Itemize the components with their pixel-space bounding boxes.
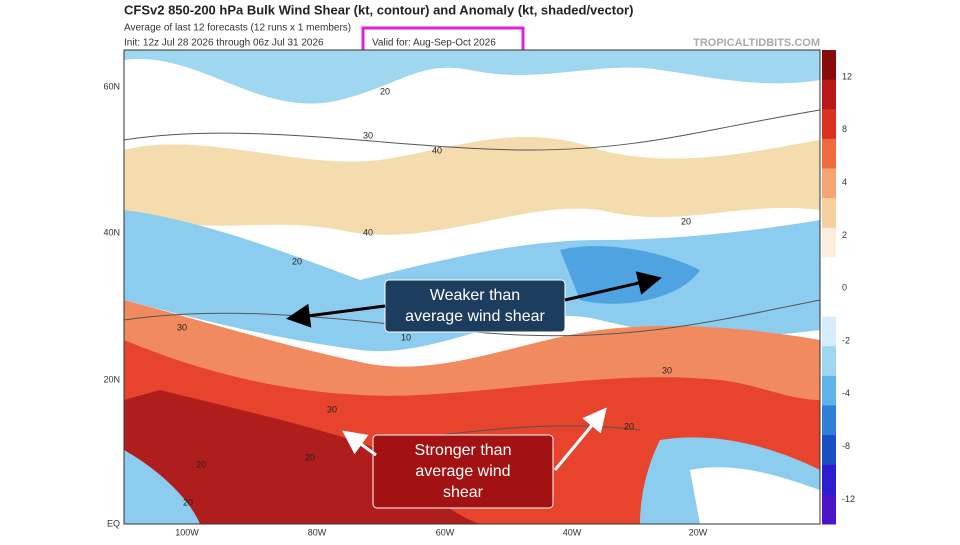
colorbar-label: -12	[842, 494, 855, 504]
lon-label: 100W	[175, 527, 199, 537]
lat-label: 60N	[103, 81, 120, 91]
colorbar-swatch	[822, 346, 836, 377]
contour-label: 30	[363, 130, 373, 140]
map	[124, 50, 820, 524]
arrow	[342, 430, 377, 457]
contour-label: 30	[327, 404, 337, 414]
subtitle: Average of last 12 forecasts (12 runs x …	[124, 23, 351, 34]
contour-label: 20	[305, 452, 315, 462]
lat-label: EQ	[107, 518, 120, 528]
colorbar-swatch	[822, 168, 836, 199]
colorbar-swatch	[822, 109, 836, 140]
colorbar-swatch	[822, 405, 836, 436]
colorbar-swatch	[822, 435, 836, 466]
contour-label: 20	[380, 86, 390, 96]
contour-label: 20	[196, 459, 206, 469]
contour-label: 20	[681, 216, 691, 226]
map-frame	[123, 49, 821, 525]
colorbar-swatch	[822, 464, 836, 495]
source: TROPICALTIDBITS.COM	[693, 37, 820, 49]
lat-label: 40N	[103, 227, 120, 237]
contour-label: 40	[432, 145, 442, 155]
lat-label: 20N	[103, 374, 120, 384]
annotation-text: average wind	[415, 463, 510, 480]
colorbar-label: 4	[842, 177, 847, 187]
colorbar-swatch	[822, 79, 836, 110]
arrow	[564, 271, 662, 302]
lon-label: 40W	[563, 527, 582, 537]
contour-label: 40	[363, 227, 373, 237]
contour-label: 30	[177, 322, 187, 332]
lon-label: 20W	[689, 527, 708, 537]
colorbar-swatch	[822, 375, 836, 406]
contour-label: 30	[662, 365, 672, 375]
init: Init: 12z Jul 28 2026 through 06z Jul 31…	[124, 38, 324, 49]
colorbar-swatch	[822, 50, 836, 81]
colorbar-swatch	[822, 287, 836, 318]
arrow	[553, 407, 607, 471]
colorbar-swatch	[822, 316, 836, 347]
colorbar-label: -2	[842, 335, 850, 345]
contour-label: 10	[401, 332, 411, 342]
colorbar-swatch	[822, 138, 836, 169]
colorbar-swatch	[822, 494, 836, 525]
lon-label: 60W	[436, 527, 455, 537]
annotation-text: shear	[443, 484, 484, 501]
annotation-text: Weaker than	[430, 287, 520, 304]
colorbar-label: 2	[842, 230, 847, 240]
lon-label: 80W	[308, 527, 327, 537]
colorbar: 12 8 4 2 0 -2 -4 -8 -12	[822, 50, 855, 525]
colorbar-swatch	[822, 198, 836, 229]
colorbar-label: -8	[842, 441, 850, 451]
contour-label: 20	[183, 497, 193, 507]
annotation-text: Stronger than	[415, 442, 512, 459]
colorbar-swatch	[822, 257, 836, 288]
arrow	[286, 303, 386, 328]
title: CFSv2 850-200 hPa Bulk Wind Shear (kt, c…	[124, 2, 633, 17]
annotation-stronger	[372, 434, 554, 509]
contour-label: 20	[292, 256, 302, 266]
valid: Valid for: Aug-Sep-Oct 2026	[372, 38, 496, 49]
colorbar-label: 8	[842, 124, 847, 134]
colorbar-swatch	[822, 227, 836, 258]
colorbar-label: -4	[842, 388, 850, 398]
colorbar-label: 0	[842, 283, 847, 293]
annotation-text: average wind shear	[405, 308, 545, 325]
contour-label: 20	[624, 421, 634, 431]
colorbar-label: 12	[842, 71, 852, 81]
